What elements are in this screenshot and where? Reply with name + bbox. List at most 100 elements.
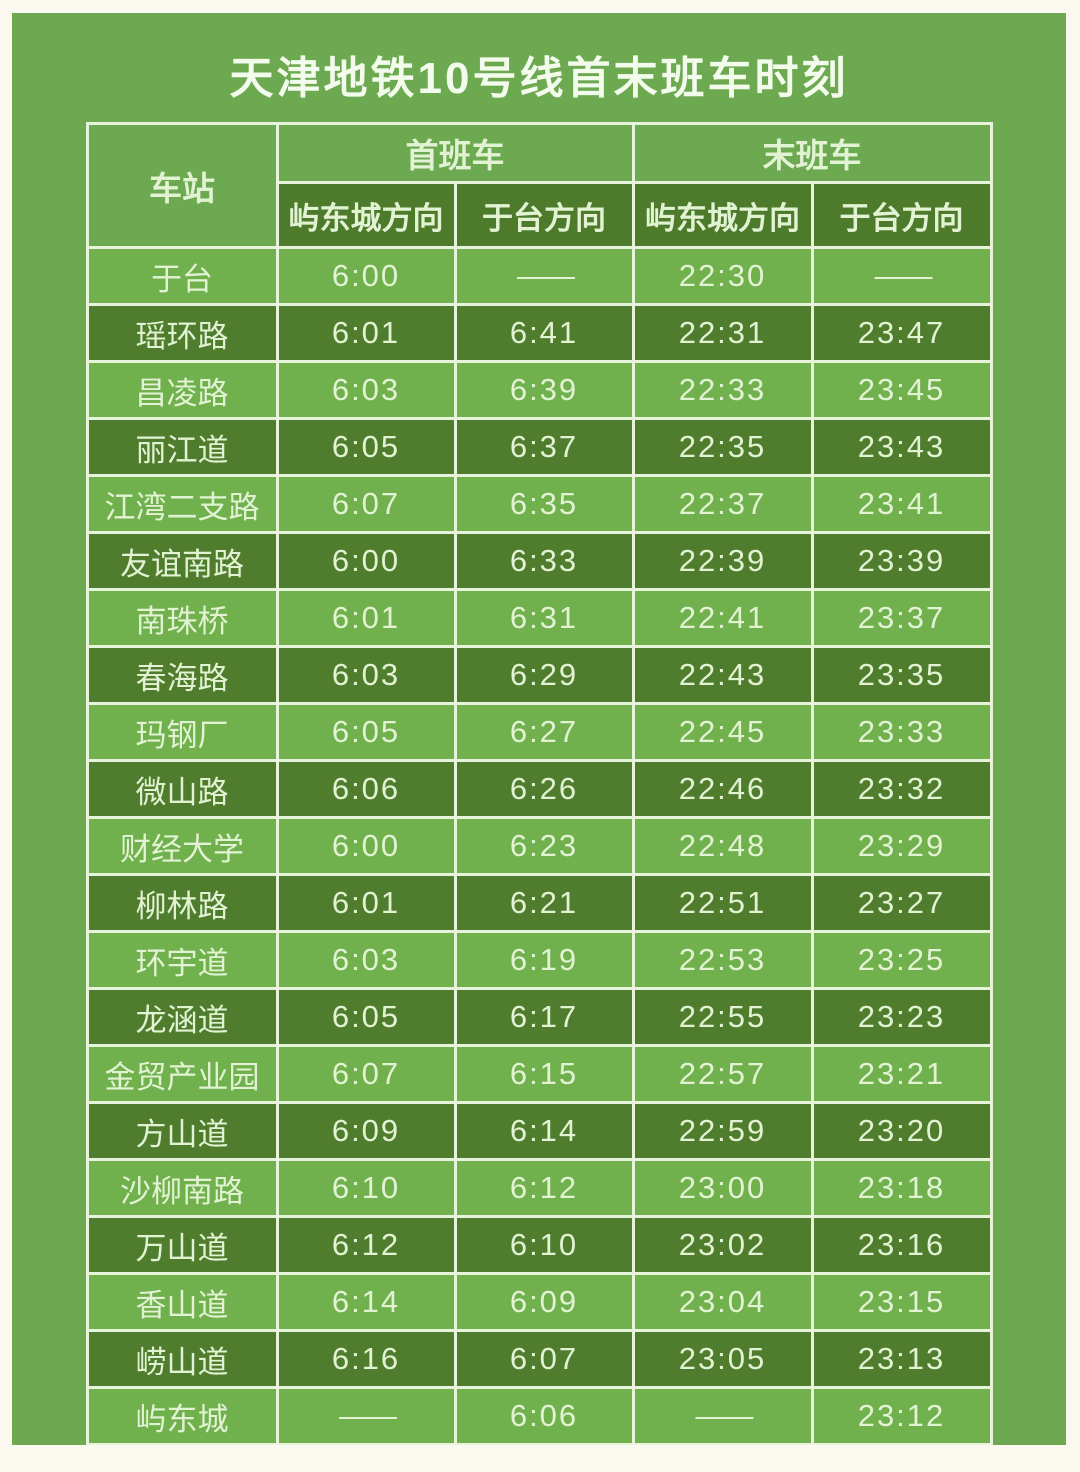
- station-name: 丽江道: [85, 417, 279, 478]
- first-train-yutai-time: 6:09: [453, 1272, 635, 1333]
- first-train-yudongcheng-time: 6:01: [275, 588, 457, 649]
- first-train-yudongcheng-time: 6:07: [275, 1044, 457, 1105]
- last-train-yutai-time: 23:20: [810, 1101, 993, 1162]
- table-row: 香山道 6:14 6:09 23:04 23:15: [85, 1272, 993, 1333]
- station-name: 友谊南路: [85, 531, 279, 592]
- timetable-card: 天津地铁10号线首末班车时刻 车站 首班车 末班车 屿东城方向 于台方向 屿东城…: [12, 13, 1066, 1445]
- table-row: 柳林路 6:01 6:21 22:51 23:27: [85, 873, 993, 934]
- table-row: 方山道 6:09 6:14 22:59 23:20: [85, 1101, 993, 1162]
- last-train-yutai-direction-header: 于台方向: [810, 181, 993, 250]
- first-train-yudongcheng-time: 6:10: [275, 1158, 457, 1219]
- last-train-yudongcheng-time: 22:37: [631, 474, 814, 535]
- first-train-yutai-time: 6:41: [453, 303, 635, 364]
- table-row: 金贸产业园 6:07 6:15 22:57 23:21: [85, 1044, 993, 1105]
- last-train-yutai-time: 23:29: [810, 816, 993, 877]
- last-train-yutai-time: 23:45: [810, 360, 993, 421]
- first-train-yudongcheng-time: 6:05: [275, 417, 457, 478]
- first-train-yutai-time: 6:14: [453, 1101, 635, 1162]
- first-train-yudongcheng-time: 6:03: [275, 645, 457, 706]
- table-row: 沙柳南路 6:10 6:12 23:00 23:18: [85, 1158, 993, 1219]
- first-train-yutai-time: 6:06: [453, 1386, 635, 1445]
- station-name: 崂山道: [85, 1329, 279, 1390]
- first-train-yutai-time: 6:19: [453, 930, 635, 991]
- first-train-yudongcheng-time: 6:00: [275, 816, 457, 877]
- station-name: 屿东城: [85, 1386, 279, 1445]
- last-train-yutai-time: 23:43: [810, 417, 993, 478]
- last-train-yudongcheng-time: 22:31: [631, 303, 814, 364]
- first-train-yutai-time: ——: [453, 246, 635, 307]
- first-train-yudongcheng-time: 6:16: [275, 1329, 457, 1390]
- first-train-yudongcheng-time: 6:14: [275, 1272, 457, 1333]
- first-train-yudongcheng-time: 6:03: [275, 360, 457, 421]
- last-train-yudongcheng-time: 23:05: [631, 1329, 814, 1390]
- station-name: 昌凌路: [85, 360, 279, 421]
- last-train-group-header: 末班车: [631, 122, 993, 185]
- first-train-yutai-time: 6:26: [453, 759, 635, 820]
- last-train-yudongcheng-time: 22:45: [631, 702, 814, 763]
- table-row: 友谊南路 6:00 6:33 22:39 23:39: [85, 531, 993, 592]
- station-name: 玛钢厂: [85, 702, 279, 763]
- first-train-yutai-time: 6:12: [453, 1158, 635, 1219]
- station-name: 柳林路: [85, 873, 279, 934]
- first-train-yudongcheng-time: 6:07: [275, 474, 457, 535]
- first-train-yutai-time: 6:07: [453, 1329, 635, 1390]
- last-train-yutai-time: 23:12: [810, 1386, 993, 1445]
- station-column-header: 车站: [85, 122, 279, 250]
- first-train-yutai-time: 6:27: [453, 702, 635, 763]
- first-train-yudongcheng-time: ——: [275, 1386, 457, 1445]
- station-name: 江湾二支路: [85, 474, 279, 535]
- first-train-yudongcheng-time: 6:00: [275, 531, 457, 592]
- table-row: 丽江道 6:05 6:37 22:35 23:43: [85, 417, 993, 478]
- first-train-yutai-time: 6:15: [453, 1044, 635, 1105]
- last-train-yutai-time: 23:25: [810, 930, 993, 991]
- first-train-group-header: 首班车: [275, 122, 635, 185]
- first-train-yutai-time: 6:37: [453, 417, 635, 478]
- first-train-yutai-direction-header: 于台方向: [453, 181, 635, 250]
- last-train-yudongcheng-time: 22:53: [631, 930, 814, 991]
- table-row: 环宇道 6:03 6:19 22:53 23:25: [85, 930, 993, 991]
- last-train-yudongcheng-time: 22:33: [631, 360, 814, 421]
- first-train-yutai-time: 6:33: [453, 531, 635, 592]
- station-name: 财经大学: [85, 816, 279, 877]
- table-row: 微山路 6:06 6:26 22:46 23:32: [85, 759, 993, 820]
- first-train-yutai-time: 6:21: [453, 873, 635, 934]
- table-row: 春海路 6:03 6:29 22:43 23:35: [85, 645, 993, 706]
- first-train-yutai-time: 6:23: [453, 816, 635, 877]
- table-row: 昌凌路 6:03 6:39 22:33 23:45: [85, 360, 993, 421]
- last-train-yudongcheng-time: 23:00: [631, 1158, 814, 1219]
- last-train-yudongcheng-time: ——: [631, 1386, 814, 1445]
- header-direction-row: 屿东城方向 于台方向 屿东城方向 于台方向: [87, 181, 993, 250]
- last-train-yutai-time: 23:41: [810, 474, 993, 535]
- timetable-table: 车站 首班车 末班车 屿东城方向 于台方向 屿东城方向 于台方向 于台 6:00…: [85, 122, 993, 1445]
- first-train-yudongcheng-direction-header: 屿东城方向: [275, 181, 457, 250]
- last-train-yudongcheng-time: 22:39: [631, 531, 814, 592]
- last-train-yutai-time: 23:33: [810, 702, 993, 763]
- station-name: 方山道: [85, 1101, 279, 1162]
- table-row: 玛钢厂 6:05 6:27 22:45 23:33: [85, 702, 993, 763]
- first-train-yudongcheng-time: 6:01: [275, 303, 457, 364]
- first-train-yutai-time: 6:17: [453, 987, 635, 1048]
- page-title: 天津地铁10号线首末班车时刻: [229, 54, 849, 103]
- last-train-yutai-time: 23:32: [810, 759, 993, 820]
- first-train-yutai-time: 6:10: [453, 1215, 635, 1276]
- header-group-row: 车站 首班车 末班车: [85, 122, 993, 250]
- last-train-yutai-time: 23:27: [810, 873, 993, 934]
- last-train-yudongcheng-time: 23:04: [631, 1272, 814, 1333]
- first-train-yudongcheng-time: 6:03: [275, 930, 457, 991]
- station-name: 南珠桥: [85, 588, 279, 649]
- last-train-yutai-time: 23:16: [810, 1215, 993, 1276]
- last-train-yutai-time: 23:13: [810, 1329, 993, 1390]
- last-train-yudongcheng-time: 22:43: [631, 645, 814, 706]
- timetable-body: 于台 6:00 —— 22:30 —— 瑶环路 6:01 6:41 22:31 …: [85, 246, 993, 1445]
- table-row: 于台 6:00 —— 22:30 ——: [85, 246, 993, 307]
- first-train-yudongcheng-time: 6:12: [275, 1215, 457, 1276]
- station-name: 龙涵道: [85, 987, 279, 1048]
- last-train-yudongcheng-time: 22:46: [631, 759, 814, 820]
- last-train-yudongcheng-time: 22:48: [631, 816, 814, 877]
- last-train-yutai-time: 23:47: [810, 303, 993, 364]
- station-name: 微山路: [85, 759, 279, 820]
- last-train-yudongcheng-time: 22:35: [631, 417, 814, 478]
- last-train-yudongcheng-time: 23:02: [631, 1215, 814, 1276]
- table-row: 瑶环路 6:01 6:41 22:31 23:47: [85, 303, 993, 364]
- first-train-yudongcheng-time: 6:00: [275, 246, 457, 307]
